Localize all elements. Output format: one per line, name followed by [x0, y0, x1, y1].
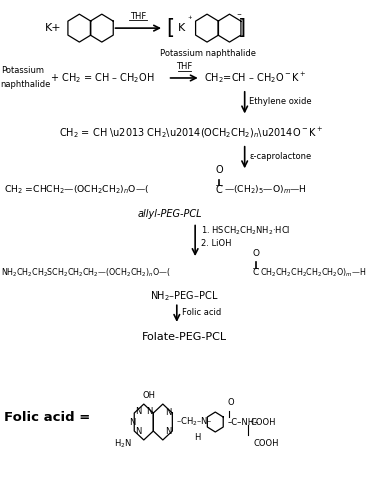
Text: H$_2$N: H$_2$N: [114, 438, 132, 450]
Text: H: H: [195, 433, 201, 442]
Text: C: C: [253, 268, 259, 277]
Text: NH$_2$–PEG–PCL: NH$_2$–PEG–PCL: [150, 289, 218, 302]
Text: —(CH$_2$)$_5$—O)$_m$—H: —(CH$_2$)$_5$—O)$_m$—H: [224, 184, 307, 196]
Text: Folic acid: Folic acid: [182, 308, 221, 317]
Text: –C–NH–: –C–NH–: [228, 418, 259, 426]
Text: COOH: COOH: [250, 418, 276, 426]
Text: THF: THF: [130, 12, 146, 21]
Text: Potassium: Potassium: [1, 66, 44, 76]
Text: OH: OH: [143, 391, 156, 400]
Text: 1. HSCH$_2$CH$_2$NH$_2$·HCl: 1. HSCH$_2$CH$_2$NH$_2$·HCl: [200, 225, 290, 237]
Text: K+: K+: [45, 23, 61, 33]
Text: Folic acid =: Folic acid =: [4, 410, 91, 424]
Text: CH$_2$CH$_2$CH$_2$CH$_2$CH$_2$O)$_m$—H: CH$_2$CH$_2$CH$_2$CH$_2$CH$_2$O)$_m$—H: [260, 266, 367, 278]
Text: O: O: [228, 398, 234, 407]
Text: + CH$_2$ = CH – CH$_2$OH: + CH$_2$ = CH – CH$_2$OH: [50, 71, 155, 85]
Text: CH$_2$ = CH \u2013 CH$_2$\u2014(OCH$_2$CH$_2$)$_n$\u2014O$^-$K$^+$: CH$_2$ = CH \u2013 CH$_2$\u2014(OCH$_2$C…: [59, 126, 324, 140]
Text: O: O: [252, 250, 259, 258]
Text: –CH$_2$–N–: –CH$_2$–N–: [176, 416, 212, 428]
Text: ε-caprolactone: ε-caprolactone: [250, 152, 312, 162]
Text: N: N: [130, 418, 136, 426]
Text: Folate-PEG-PCL: Folate-PEG-PCL: [142, 332, 227, 342]
Text: CH$_2$=CH – CH$_2$O$^-$K$^+$: CH$_2$=CH – CH$_2$O$^-$K$^+$: [204, 70, 306, 86]
Text: naphthalide: naphthalide: [1, 80, 51, 89]
Text: O: O: [215, 165, 223, 175]
Text: allyl-PEG-PCL: allyl-PEG-PCL: [137, 209, 202, 219]
Text: COOH: COOH: [253, 440, 279, 448]
Text: 2. LiOH: 2. LiOH: [200, 239, 231, 248]
Text: N: N: [135, 407, 142, 416]
Text: C: C: [216, 185, 223, 195]
Text: $^-$: $^-$: [235, 10, 242, 20]
Text: CH$_2$ =CHCH$_2$—(OCH$_2$CH$_2$)$_n$O—(: CH$_2$ =CHCH$_2$—(OCH$_2$CH$_2$)$_n$O—(: [4, 184, 149, 196]
Text: Potassium naphthalide: Potassium naphthalide: [160, 49, 256, 58]
Text: N: N: [165, 428, 171, 436]
Text: N: N: [165, 408, 171, 416]
Text: $^+$: $^+$: [186, 14, 194, 24]
Text: THF: THF: [176, 62, 192, 72]
Text: ]: ]: [238, 18, 247, 38]
Text: K: K: [178, 23, 185, 33]
Text: N: N: [135, 428, 142, 436]
Text: Ethylene oxide: Ethylene oxide: [250, 98, 312, 106]
Text: [: [: [166, 18, 175, 38]
Text: N: N: [146, 407, 152, 416]
Text: NH$_2$CH$_2$CH$_2$SCH$_2$CH$_2$CH$_2$—(OCH$_2$CH$_2$)$_n$O—(: NH$_2$CH$_2$CH$_2$SCH$_2$CH$_2$CH$_2$—(O…: [1, 266, 170, 278]
